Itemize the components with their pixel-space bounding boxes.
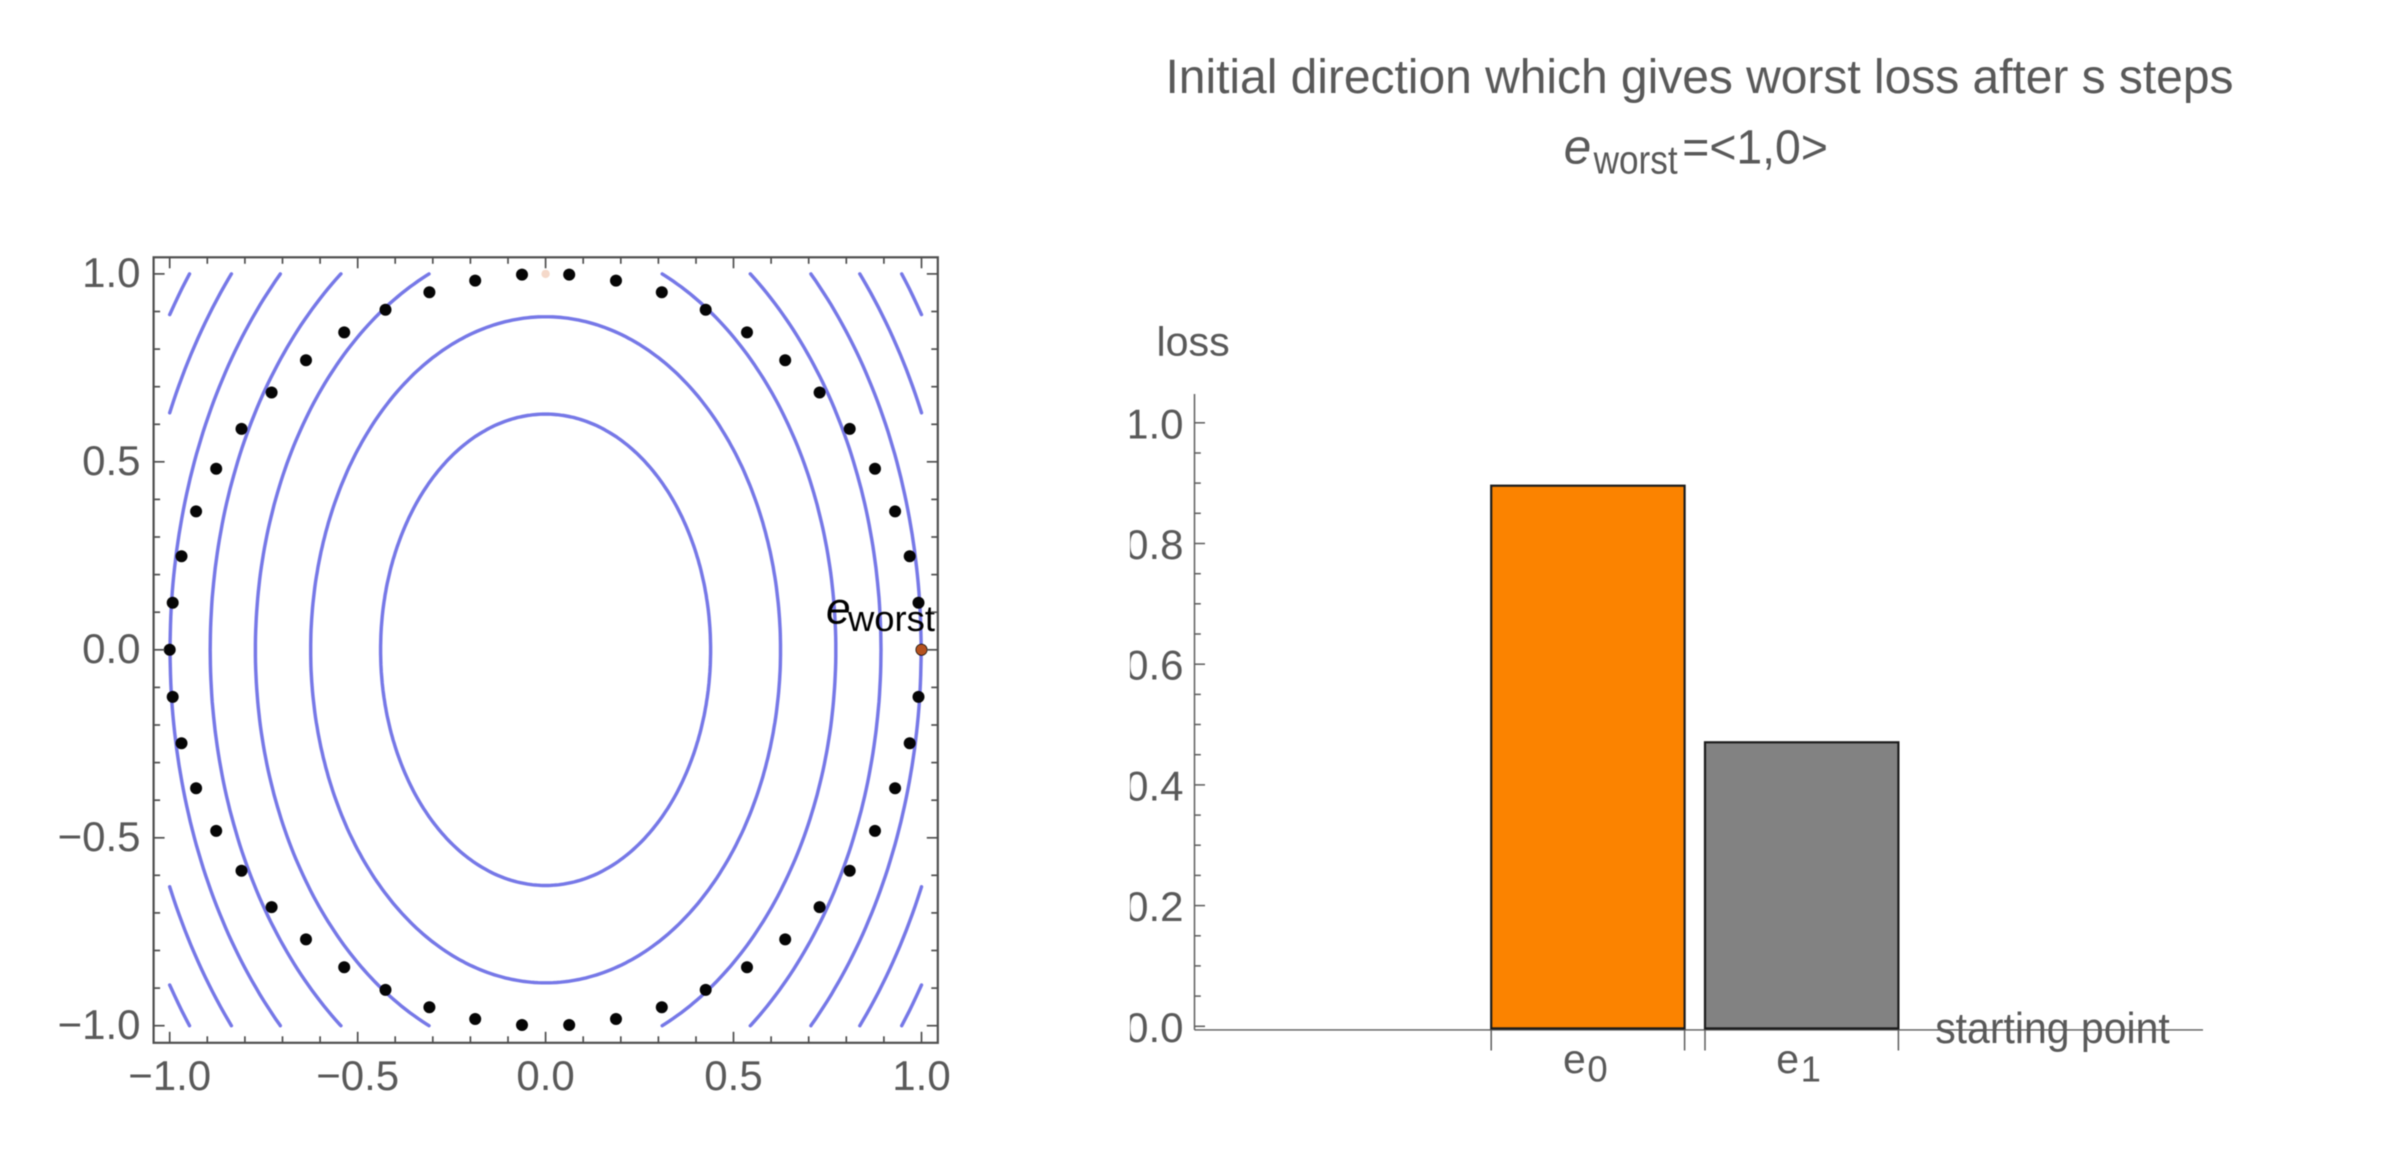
- svg-text:0.0: 0.0: [82, 625, 140, 672]
- svg-text:−1.0: −1.0: [128, 1052, 211, 1099]
- svg-text:1.0: 1.0: [82, 249, 140, 296]
- svg-text:worst: worst: [1593, 138, 1678, 182]
- svg-text:0.4: 0.4: [1125, 762, 1183, 809]
- svg-text:e: e: [1564, 119, 1592, 174]
- svg-text:worst: worst: [847, 598, 935, 639]
- svg-text:starting point: starting point: [1935, 1004, 2170, 1053]
- svg-text:=<1,0>: =<1,0>: [1682, 121, 1828, 174]
- svg-text:0.5: 0.5: [704, 1052, 762, 1099]
- svg-text:loss: loss: [1157, 318, 1230, 364]
- svg-text:0.8: 0.8: [1125, 521, 1183, 568]
- svg-text:e: e: [826, 584, 851, 633]
- svg-text:1.0: 1.0: [892, 1052, 950, 1099]
- svg-text:Initial direction which gives: Initial direction which gives worst loss…: [1166, 51, 2234, 104]
- svg-text:−0.5: −0.5: [316, 1052, 399, 1099]
- svg-text:0.5: 0.5: [82, 437, 140, 484]
- svg-text:e0: e0: [1563, 1036, 1608, 1089]
- svg-text:0.6: 0.6: [1125, 642, 1183, 689]
- svg-text:e1: e1: [1776, 1036, 1821, 1089]
- svg-text:0.0: 0.0: [1125, 1004, 1183, 1051]
- svg-text:−0.5: −0.5: [58, 813, 141, 860]
- svg-text:1.0: 1.0: [1125, 400, 1183, 447]
- svg-text:−1.0: −1.0: [58, 1001, 141, 1048]
- svg-text:0.0: 0.0: [516, 1052, 574, 1099]
- svg-text:0.2: 0.2: [1125, 883, 1183, 930]
